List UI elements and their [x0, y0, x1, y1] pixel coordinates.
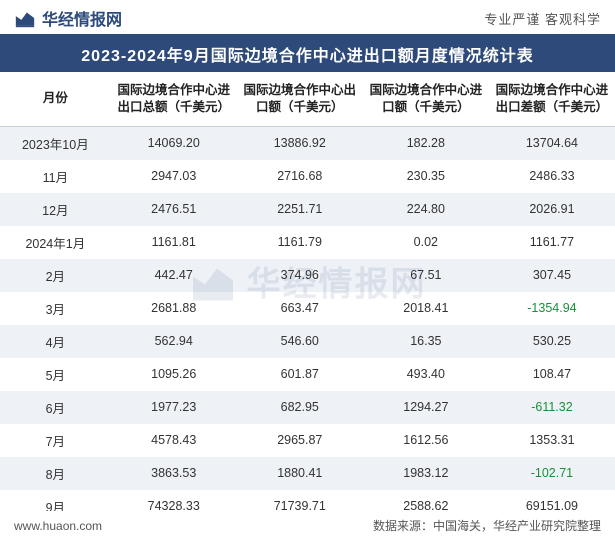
table-cell: 562.94 — [111, 325, 237, 358]
table-cell: 374.96 — [237, 259, 363, 292]
table-cell: 8月 — [0, 457, 111, 490]
table-row: 3月2681.88663.472018.41-1354.94 — [0, 292, 615, 325]
table-cell: 2月 — [0, 259, 111, 292]
table-cell: 2476.51 — [111, 193, 237, 226]
col-header-month: 月份 — [0, 72, 111, 126]
table-cell: 1294.27 — [363, 391, 489, 424]
table-title: 2023-2024年9月国际边境合作中心进出口额月度情况统计表 — [0, 36, 615, 72]
data-table-wrap: 月份 国际边境合作中心进出口总额（千美元） 国际边境合作中心出口额（千美元） 国… — [0, 72, 615, 523]
table-row: 2024年1月1161.811161.790.021161.77 — [0, 226, 615, 259]
table-cell: 2947.03 — [111, 160, 237, 193]
table-header-row: 月份 国际边境合作中心进出口总额（千美元） 国际边境合作中心出口额（千美元） 国… — [0, 72, 615, 126]
table-cell: 2486.33 — [489, 160, 615, 193]
table-cell: 493.40 — [363, 358, 489, 391]
table-row: 8月3863.531880.411983.12-102.71 — [0, 457, 615, 490]
table-row: 4月562.94546.6016.35530.25 — [0, 325, 615, 358]
table-row: 5月1095.26601.87493.40108.47 — [0, 358, 615, 391]
table-cell: 12月 — [0, 193, 111, 226]
table-cell: 182.28 — [363, 126, 489, 160]
table-row: 6月1977.23682.951294.27-611.32 — [0, 391, 615, 424]
table-cell: 1161.81 — [111, 226, 237, 259]
table-cell: 1353.31 — [489, 424, 615, 457]
table-cell: 682.95 — [237, 391, 363, 424]
table-row: 12月2476.512251.71224.802026.91 — [0, 193, 615, 226]
table-cell: -1354.94 — [489, 292, 615, 325]
table-cell: 2251.71 — [237, 193, 363, 226]
footer-bar: www.huaon.com 数据来源：中国海关，华经产业研究院整理 — [0, 511, 615, 540]
table-row: 2023年10月14069.2013886.92182.2813704.64 — [0, 126, 615, 160]
table-cell: 1977.23 — [111, 391, 237, 424]
table-cell: 3863.53 — [111, 457, 237, 490]
table-cell: 2716.68 — [237, 160, 363, 193]
table-body: 2023年10月14069.2013886.92182.2813704.6411… — [0, 126, 615, 523]
table-cell: 11月 — [0, 160, 111, 193]
table-cell: 3月 — [0, 292, 111, 325]
table-cell: 224.80 — [363, 193, 489, 226]
table-row: 7月4578.432965.871612.561353.31 — [0, 424, 615, 457]
footer-site: www.huaon.com — [14, 519, 102, 533]
table-cell: 4578.43 — [111, 424, 237, 457]
col-header-import: 国际边境合作中心进口额（千美元） — [363, 72, 489, 126]
table-cell: 0.02 — [363, 226, 489, 259]
table-cell: 2018.41 — [363, 292, 489, 325]
header-bar: 华经情报网 专业严谨 客观科学 — [0, 0, 615, 36]
slogan: 专业严谨 客观科学 — [484, 9, 601, 28]
logo-icon — [14, 7, 36, 29]
table-cell: 307.45 — [489, 259, 615, 292]
table-cell: 2681.88 — [111, 292, 237, 325]
table-cell: 601.87 — [237, 358, 363, 391]
table-cell: 442.47 — [111, 259, 237, 292]
table-cell: 663.47 — [237, 292, 363, 325]
table-cell: 2023年10月 — [0, 126, 111, 160]
table-cell: 2024年1月 — [0, 226, 111, 259]
table-cell: 4月 — [0, 325, 111, 358]
logo-text: 华经情报网 — [42, 6, 122, 30]
table-cell: 2965.87 — [237, 424, 363, 457]
table-row: 2月442.47374.9667.51307.45 — [0, 259, 615, 292]
logo-group: 华经情报网 — [14, 6, 122, 30]
table-cell: 6月 — [0, 391, 111, 424]
col-header-total: 国际边境合作中心进出口总额（千美元） — [111, 72, 237, 126]
table-cell: 1095.26 — [111, 358, 237, 391]
table-cell: 1880.41 — [237, 457, 363, 490]
data-table: 月份 国际边境合作中心进出口总额（千美元） 国际边境合作中心出口额（千美元） 国… — [0, 72, 615, 523]
table-cell: 5月 — [0, 358, 111, 391]
table-cell: 1983.12 — [363, 457, 489, 490]
table-cell: 7月 — [0, 424, 111, 457]
table-cell: 2026.91 — [489, 193, 615, 226]
table-row: 11月2947.032716.68230.352486.33 — [0, 160, 615, 193]
table-cell: 530.25 — [489, 325, 615, 358]
footer-source: 数据来源：中国海关，华经产业研究院整理 — [373, 517, 601, 534]
table-cell: -102.71 — [489, 457, 615, 490]
col-header-diff: 国际边境合作中心进出口差额（千美元） — [489, 72, 615, 126]
table-cell: 1612.56 — [363, 424, 489, 457]
table-cell: 546.60 — [237, 325, 363, 358]
table-cell: 1161.79 — [237, 226, 363, 259]
table-cell: 108.47 — [489, 358, 615, 391]
table-cell: 230.35 — [363, 160, 489, 193]
table-cell: 1161.77 — [489, 226, 615, 259]
table-cell: 16.35 — [363, 325, 489, 358]
table-cell: 13704.64 — [489, 126, 615, 160]
col-header-export: 国际边境合作中心出口额（千美元） — [237, 72, 363, 126]
table-cell: 67.51 — [363, 259, 489, 292]
table-cell: 14069.20 — [111, 126, 237, 160]
table-cell: -611.32 — [489, 391, 615, 424]
table-cell: 13886.92 — [237, 126, 363, 160]
